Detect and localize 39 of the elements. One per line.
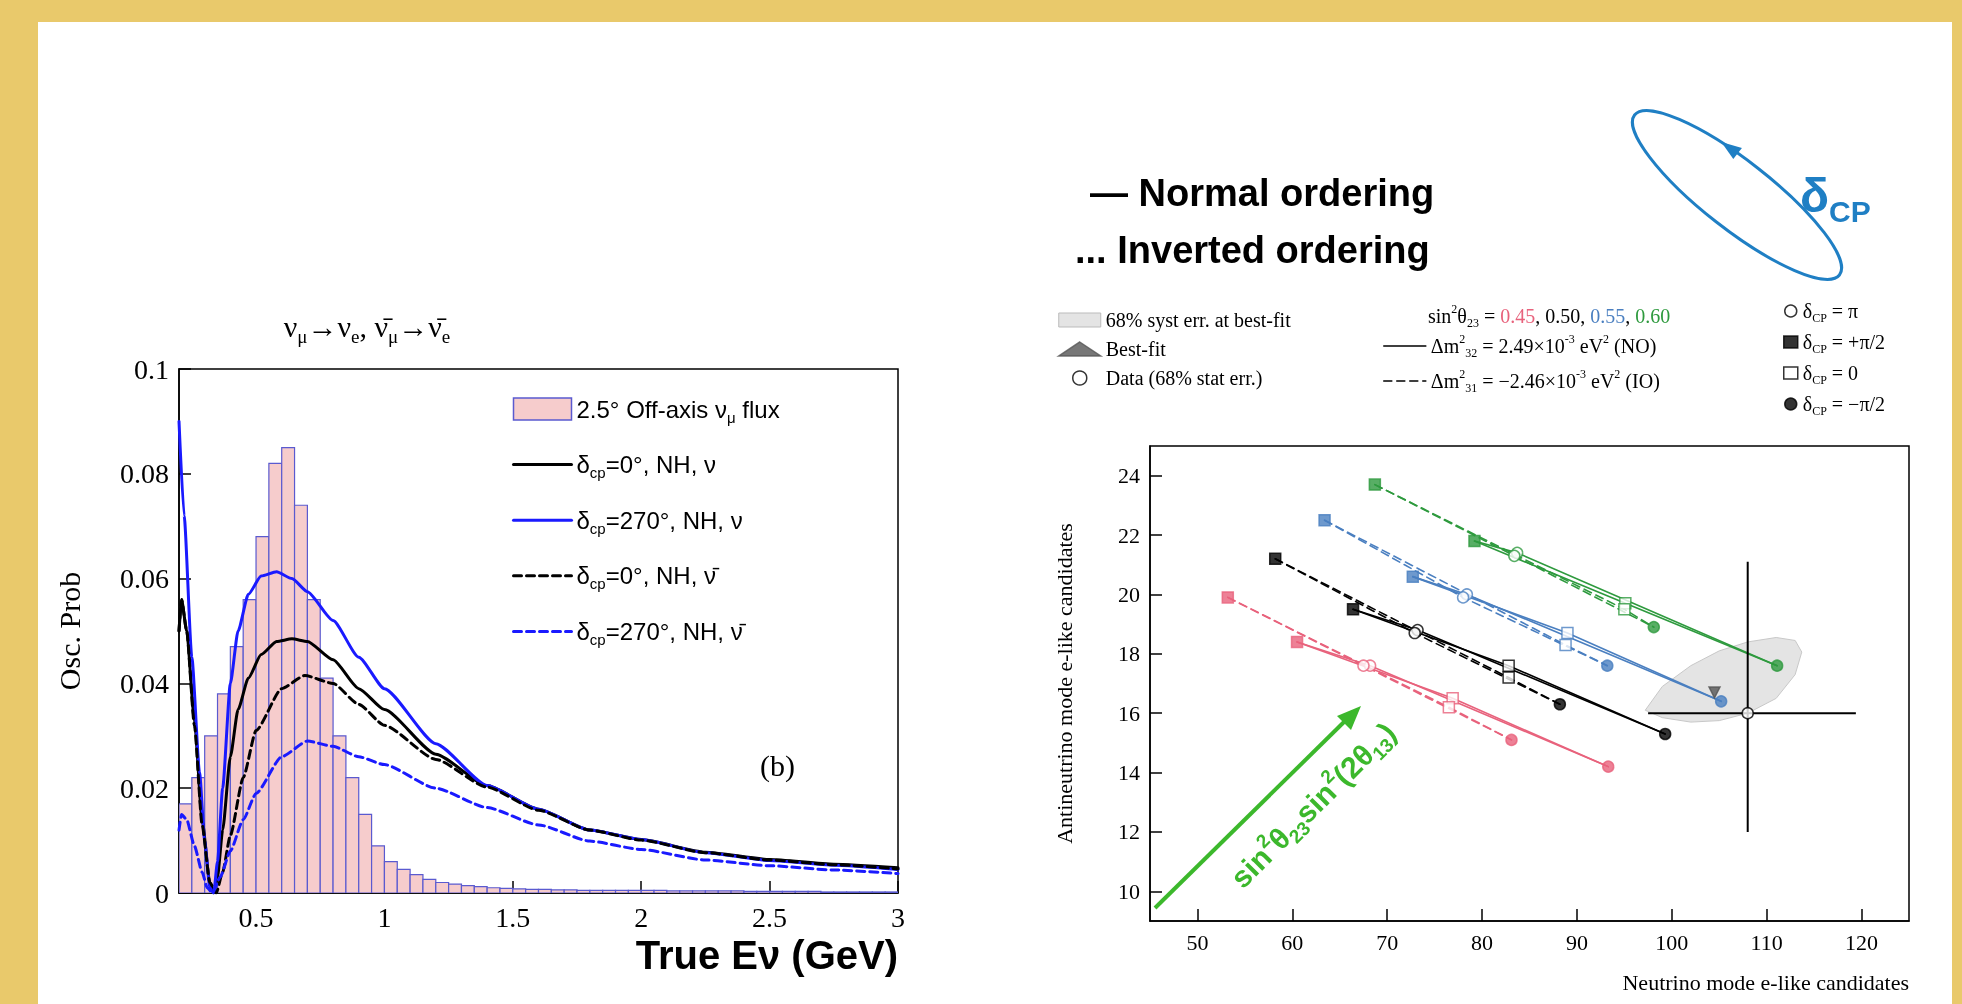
text: sin2θ23sin2(2θ13) bbox=[1223, 715, 1403, 895]
y-tick-label: 18 bbox=[1118, 641, 1140, 667]
x-tick-label: 3 bbox=[891, 901, 905, 933]
legend-label: Data (68% stat err.) bbox=[1105, 367, 1263, 390]
y-tick-label: 10 bbox=[1118, 878, 1140, 904]
y-tick-label: 24 bbox=[1118, 463, 1140, 489]
y-tick-label: 20 bbox=[1118, 581, 1140, 607]
text: — Normal ordering bbox=[1090, 172, 1435, 214]
y-axis-title: Antineutrino mode e-like candidates bbox=[1051, 523, 1077, 844]
legend-label: 68% syst err. at best-fit bbox=[1105, 309, 1292, 332]
x-tick-label: 100 bbox=[1655, 929, 1689, 955]
y-tick-label: 0.08 bbox=[120, 458, 169, 490]
x-tick-label: 70 bbox=[1376, 929, 1399, 955]
x-tick-label: 110 bbox=[1750, 929, 1783, 955]
x-tick-label: 90 bbox=[1565, 929, 1588, 955]
x-tick-label: 2 bbox=[634, 901, 649, 933]
y-tick-label: 12 bbox=[1118, 819, 1140, 845]
y-tick-label: 0.06 bbox=[120, 563, 169, 595]
x-tick-label: 60 bbox=[1281, 929, 1304, 955]
annotation: (b) bbox=[760, 748, 795, 783]
y-tick-label: 0.04 bbox=[120, 667, 169, 699]
y-tick-label: 16 bbox=[1118, 700, 1140, 726]
x-tick-label: 1.5 bbox=[495, 901, 531, 933]
y-tick-label: 0.02 bbox=[120, 772, 169, 804]
text: ... Inverted ordering bbox=[1075, 229, 1430, 271]
x-tick-label: 80 bbox=[1471, 929, 1494, 955]
y-tick-label: 0 bbox=[155, 877, 169, 909]
y-tick-label: 22 bbox=[1118, 522, 1140, 548]
legend-label: Best-fit bbox=[1105, 338, 1167, 360]
x-tick-label: 2.5 bbox=[752, 901, 788, 933]
x-tick-label: 0.5 bbox=[238, 901, 274, 933]
x-axis-title: True Eν (GeV) bbox=[635, 933, 898, 977]
y-tick-label: 14 bbox=[1118, 760, 1140, 786]
x-tick-label: 50 bbox=[1186, 929, 1209, 955]
x-tick-label: 1 bbox=[377, 901, 392, 933]
x-tick-label: 120 bbox=[1845, 929, 1879, 955]
x-axis-title: Neutrino mode e-like candidates bbox=[1622, 969, 1909, 995]
y-axis-title: Osc. Prob bbox=[52, 571, 86, 691]
y-tick-label: 0.1 bbox=[134, 353, 169, 385]
